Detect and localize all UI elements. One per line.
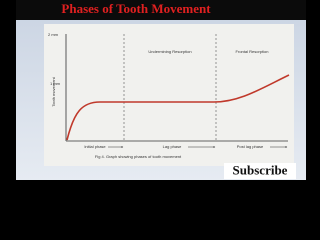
- subscribe[interactable]: Subscribe: [233, 162, 288, 177]
- phase-label: Lag phase: [163, 144, 182, 149]
- title-bar: [16, 0, 306, 20]
- region-label: Frontal Resorption: [236, 49, 269, 54]
- slide: Phases of Tooth Movement 2 mm 1 mm Tooth…: [16, 0, 306, 180]
- phase-label: Post lag phase: [237, 144, 264, 149]
- subscribe-box: [224, 163, 296, 179]
- caption: Fig 4. Graph showing phases of tooth mov…: [95, 154, 182, 159]
- phase-label: Initial phase: [84, 144, 106, 149]
- title: Phases of Tooth Movement: [61, 1, 211, 16]
- curve: [66, 74, 290, 141]
- y-label: 2 mm: [48, 32, 59, 37]
- figure: [44, 24, 294, 166]
- y-label: 1 mm: [50, 81, 61, 86]
- page: Phases of Tooth Movement 2 mm 1 mm Tooth…: [16, 0, 306, 180]
- region-label: Undermining Resorption: [148, 49, 191, 54]
- y-axis-title: Tooth movement: [51, 76, 56, 106]
